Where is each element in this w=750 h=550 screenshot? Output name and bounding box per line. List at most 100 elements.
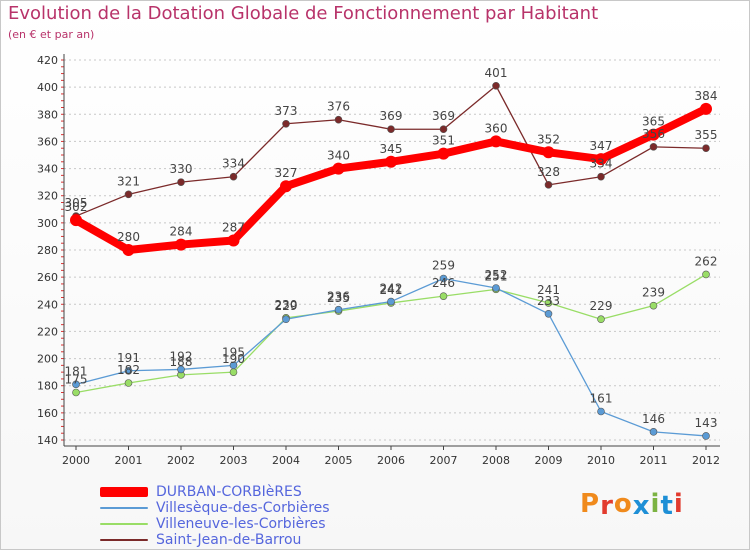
logo-letter: r <box>600 491 614 521</box>
x-tick-label: 2000 <box>62 454 90 467</box>
data-point <box>177 365 185 374</box>
data-point <box>175 238 187 251</box>
data-label: 146 <box>642 412 665 426</box>
data-point <box>490 135 502 148</box>
legend-label: Saint-Jean-de-Barrou <box>156 532 302 548</box>
x-tick-label: 2005 <box>325 454 353 467</box>
data-point <box>177 178 185 186</box>
data-label: 330 <box>170 162 193 176</box>
legend-swatch <box>100 539 148 541</box>
data-label: 305 <box>65 196 88 210</box>
data-label: 233 <box>537 294 560 308</box>
legend-item: Saint-Jean-de-Barrou <box>100 532 330 548</box>
y-tick-label: 360 <box>37 135 58 148</box>
data-point <box>595 153 607 166</box>
data-label: 230 <box>275 298 298 312</box>
y-tick-label: 300 <box>37 217 58 230</box>
data-label: 321 <box>117 174 140 188</box>
legend-label: Villesèque-des-Corbières <box>156 500 330 516</box>
y-tick-label: 420 <box>37 54 58 67</box>
data-label: 365 <box>642 115 665 129</box>
data-label: 241 <box>537 283 560 297</box>
data-point <box>72 380 80 389</box>
data-label: 181 <box>65 364 88 378</box>
logo-letter: t <box>660 491 674 521</box>
data-label: 369 <box>380 109 403 123</box>
logo-letter: x <box>632 491 651 521</box>
data-label: 195 <box>222 345 245 359</box>
data-label: 352 <box>537 132 560 146</box>
data-label: 229 <box>590 299 613 313</box>
x-tick-label: 2012 <box>692 454 720 467</box>
data-point <box>332 162 345 175</box>
legend-item: DURBAN-CORBIèRES <box>100 484 330 500</box>
data-label: 259 <box>432 259 455 273</box>
line-chart: 140 160 180 200 220 240 260 280 300 320 340 360 380 4… <box>37 54 720 467</box>
x-tick-label: 2008 <box>482 454 510 467</box>
y-tick-label: 280 <box>37 244 58 257</box>
data-point <box>70 214 82 227</box>
data-label: 376 <box>327 100 350 114</box>
x-tick-label: 2001 <box>115 454 143 467</box>
data-point <box>122 244 135 256</box>
data-label: 356 <box>642 127 665 141</box>
data-label: 190 <box>222 352 245 366</box>
data-label: 229 <box>275 299 298 313</box>
data-label: 373 <box>275 104 298 118</box>
x-tick-label: 2011 <box>640 454 668 467</box>
data-label: 161 <box>590 392 613 406</box>
data-point <box>282 315 290 324</box>
x-tick-label: 2004 <box>272 454 300 467</box>
legend-label: DURBAN-CORBIèRES <box>156 484 302 500</box>
data-point <box>597 315 605 324</box>
data-point <box>597 407 605 416</box>
data-label: 191 <box>117 351 140 365</box>
data-point <box>544 309 553 318</box>
data-label: 284 <box>170 225 193 239</box>
data-point <box>492 284 500 292</box>
data-label: 251 <box>485 269 508 283</box>
legend-swatch <box>100 507 148 509</box>
proxiti-logo: Proxiti <box>580 489 684 521</box>
data-point <box>229 368 238 376</box>
data-point <box>124 379 133 387</box>
data-point <box>229 172 238 181</box>
data-point <box>227 234 240 247</box>
data-label: 280 <box>117 230 140 244</box>
data-label: 246 <box>432 276 455 290</box>
x-tick-label: 2009 <box>535 454 563 467</box>
chart-title: Evolution de la Dotation Globale de Fonc… <box>8 3 599 24</box>
data-label: 384 <box>695 89 718 103</box>
data-label: 252 <box>485 268 508 282</box>
data-point <box>282 119 290 128</box>
data-point <box>334 305 343 314</box>
data-label: 143 <box>695 416 718 430</box>
data-point <box>702 432 710 440</box>
y-tick-label: 380 <box>37 108 58 121</box>
data-point <box>439 125 448 134</box>
data-point <box>597 172 605 181</box>
y-tick-label: 340 <box>37 163 58 176</box>
data-label: 347 <box>590 139 613 153</box>
data-point <box>439 274 448 283</box>
data-point <box>702 144 710 153</box>
data-label: 334 <box>590 157 613 171</box>
data-point <box>72 388 80 397</box>
data-point <box>334 115 343 124</box>
legend: DURBAN-CORBIèRES Villesèque-des-Corbières… <box>100 484 330 548</box>
data-point <box>542 146 555 159</box>
data-label: 351 <box>432 134 455 148</box>
data-point <box>647 128 660 141</box>
data-label: 355 <box>695 128 718 142</box>
logo-letter: i <box>650 489 661 519</box>
logo-letter: P <box>580 489 601 519</box>
x-tick-label: 2002 <box>167 454 195 467</box>
data-label: 369 <box>432 109 455 123</box>
data-label: 235 <box>327 291 350 305</box>
y-tick-label: 200 <box>37 353 58 366</box>
logo-letter: i <box>673 489 684 519</box>
data-label: 182 <box>117 363 140 377</box>
x-tick-label: 2006 <box>377 454 405 467</box>
data-point <box>385 155 397 168</box>
data-point <box>649 301 658 310</box>
